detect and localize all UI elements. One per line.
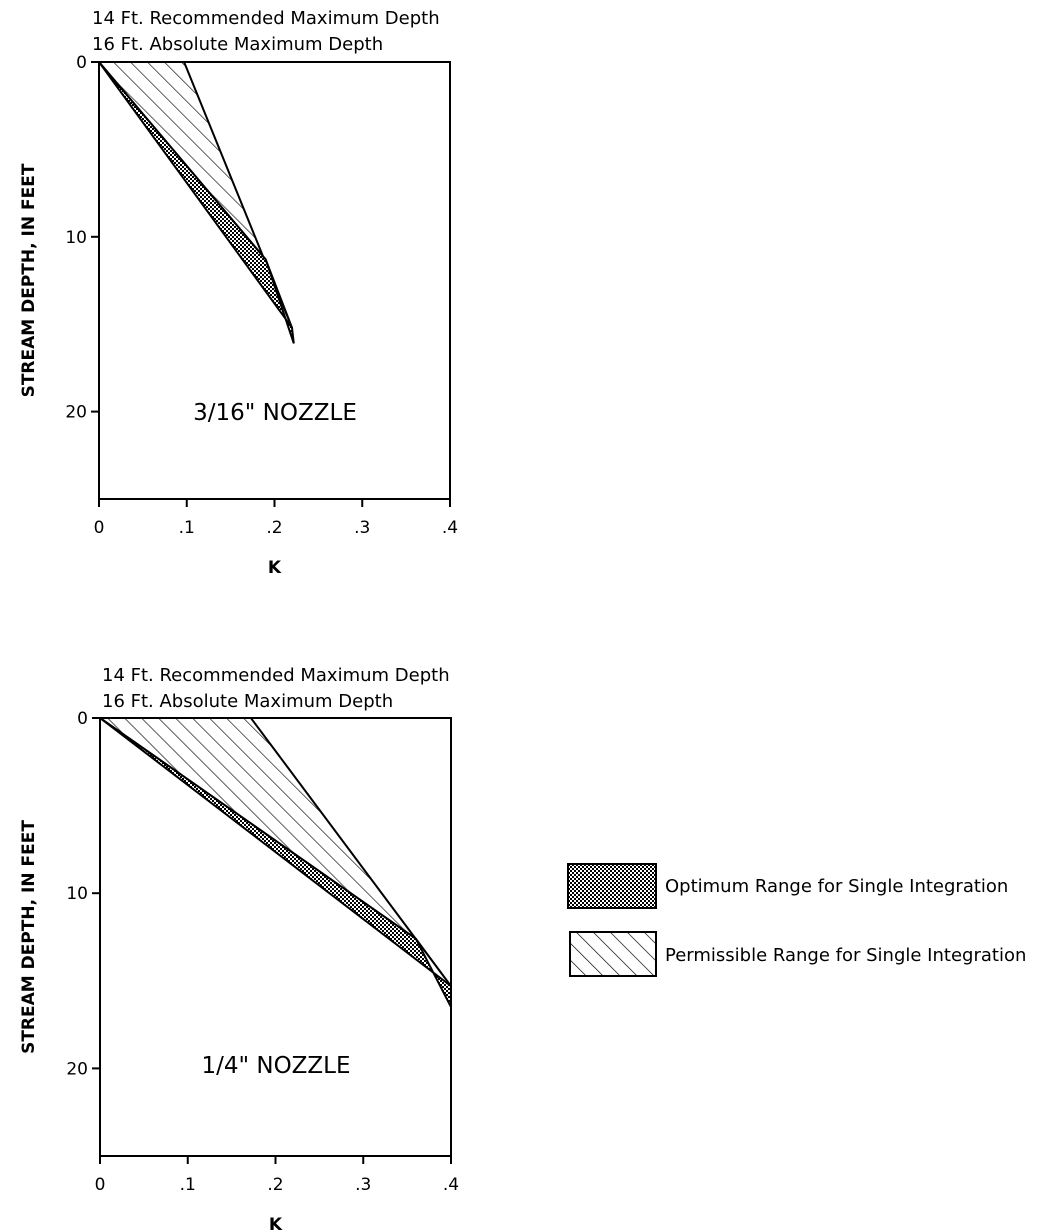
legend-swatch-permissible [569, 931, 657, 977]
x-axis-label: K [268, 558, 282, 578]
legend-label-permissible: Permissible Range for Single Integration [665, 945, 1026, 966]
note-absolute-depth: 16 Ft. Absolute Maximum Depth [102, 691, 393, 712]
y-tick-label: 10 [65, 228, 87, 248]
x-tick-label: .2 [267, 1175, 283, 1195]
x-tick-label: .3 [355, 1175, 371, 1195]
legend: Optimum Range for Single Integration Per… [567, 863, 1026, 977]
x-tick-label: 0 [94, 518, 105, 538]
optimum-range-region [98, 61, 295, 344]
x-tick-label: .1 [180, 1175, 196, 1195]
x-tick-label: 0 [95, 1175, 106, 1195]
x-tick-label: .4 [443, 1175, 459, 1195]
y-axis-label: STREAM DEPTH, IN FEET [19, 163, 39, 397]
chart-panel-1-4-nozzle: 14 Ft. Recommended Maximum Depth 16 Ft. … [19, 665, 459, 1230]
note-absolute-depth: 16 Ft. Absolute Maximum Depth [92, 34, 383, 55]
x-axis-label: K [269, 1215, 283, 1230]
y-tick-label: 10 [66, 884, 88, 904]
y-tick-label: 20 [66, 1059, 88, 1079]
regions [96, 717, 452, 1008]
x-tick-label: .4 [442, 518, 458, 538]
note-recommended-depth: 14 Ft. Recommended Maximum Depth [102, 665, 450, 686]
regions [96, 61, 295, 344]
chart-panel-3-16-nozzle: 14 Ft. Recommended Maximum Depth 16 Ft. … [19, 8, 458, 578]
x-ticks: 0 .1 .2 .3 .4 [95, 1156, 459, 1195]
y-ticks: 0 10 20 [66, 709, 100, 1079]
x-ticks: 0 .1 .2 .3 .4 [94, 499, 458, 538]
y-axis-label: STREAM DEPTH, IN FEET [19, 820, 39, 1054]
x-tick-label: .2 [266, 518, 282, 538]
y-ticks: 0 10 20 [65, 53, 99, 423]
note-recommended-depth: 14 Ft. Recommended Maximum Depth [92, 8, 440, 29]
x-tick-label: .3 [354, 518, 370, 538]
legend-label-optimum: Optimum Range for Single Integration [665, 876, 1008, 897]
legend-swatch-optimum [567, 863, 657, 909]
y-tick-label: 20 [65, 403, 87, 423]
nozzle-label: 1/4" NOZZLE [201, 1053, 350, 1079]
y-tick-label: 0 [76, 53, 87, 73]
y-tick-label: 0 [77, 709, 88, 729]
nozzle-label: 3/16" NOZZLE [193, 400, 357, 426]
x-tick-label: .1 [179, 518, 195, 538]
